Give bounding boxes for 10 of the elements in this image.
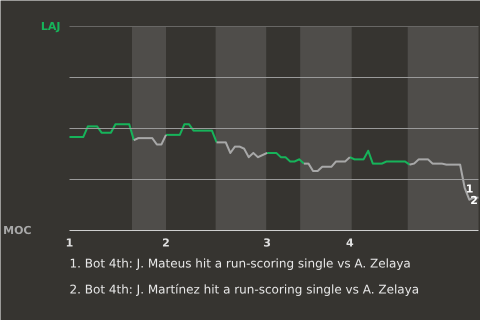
x-tick-label: 1	[66, 236, 74, 250]
annotation: 1	[466, 182, 474, 196]
x-tick-label: 2	[162, 236, 170, 250]
text: LAJ	[40, 20, 61, 33]
x-tick-label: 3	[263, 236, 271, 250]
text: 1. Bot 4th: J. Mateus hit a run-scoring single vs A. Zelaya	[70, 256, 411, 270]
text: MOC	[3, 224, 32, 237]
x-tick-label: 4	[346, 236, 354, 250]
annotation: 2	[470, 194, 478, 208]
text: 2. Bot 4th: J. Martínez hit a run-scoring single vs A. Zelaya	[70, 282, 420, 296]
